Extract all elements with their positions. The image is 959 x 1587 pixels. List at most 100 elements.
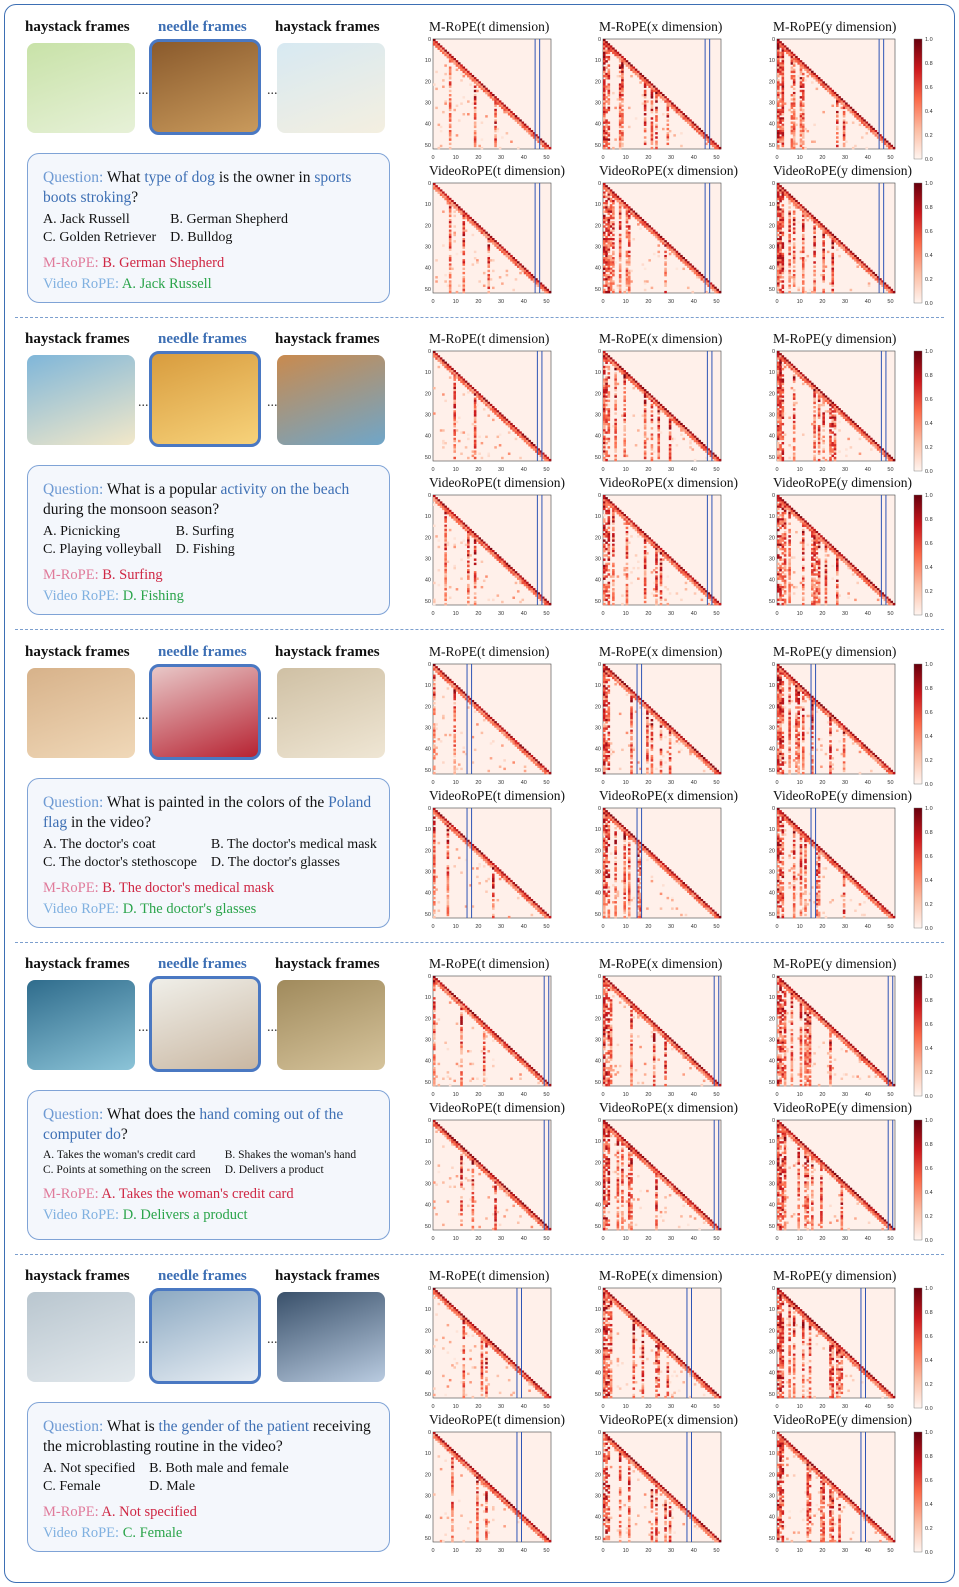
- heatmap-cell: [632, 70, 636, 74]
- heatmap-cell: [530, 276, 534, 279]
- heatmap-cell: [716, 456, 720, 460]
- heatmap-cell: [516, 146, 520, 150]
- heatmap-cell: [790, 509, 794, 513]
- heatmap-cell: [444, 554, 447, 557]
- heatmap-cell: [607, 543, 611, 547]
- heatmap-cell: [643, 452, 647, 455]
- heatmap-cell: [842, 414, 846, 417]
- heatmap-cell: [616, 286, 620, 290]
- heatmap-cell: [605, 263, 608, 266]
- heatmap-cell: [621, 113, 624, 116]
- heatmap-cell: [872, 583, 875, 587]
- heatmap-cell: [788, 227, 791, 230]
- mrope-answer: B. The doctor's medical mask: [102, 880, 275, 896]
- heatmap-cell: [718, 146, 722, 150]
- heatmap-cell: [492, 96, 495, 99]
- heatmap-cell: [612, 191, 615, 194]
- heatmap-cell: [494, 127, 497, 131]
- heatmap-cell: [833, 418, 837, 422]
- heatmap-cell: [829, 456, 832, 460]
- heatmap-cell: [779, 537, 782, 540]
- heatmap-cell: [612, 588, 615, 591]
- x-tick-label: 50: [713, 155, 719, 161]
- heatmap-cell: [684, 581, 688, 585]
- heatmap-cell: [799, 96, 803, 99]
- heatmap-cell: [650, 129, 654, 133]
- heatmap-cell: [605, 290, 608, 294]
- heatmap-cell: [892, 146, 896, 150]
- heatmap-cell: [632, 212, 636, 216]
- heatmap-cell: [801, 248, 805, 251]
- heatmap-cell: [612, 280, 615, 283]
- y-tick-label: 40: [425, 434, 431, 440]
- heatmap-cell: [659, 566, 663, 570]
- heatmap-cell: [462, 267, 466, 271]
- heatmap-cell: [783, 541, 787, 544]
- heatmap-cell: [462, 271, 466, 275]
- heatmap-cell: [473, 439, 477, 443]
- heatmap-cell: [845, 560, 848, 563]
- heatmap-cell: [643, 441, 647, 445]
- heatmap-cell: [801, 214, 805, 218]
- heatmap-cell: [702, 276, 706, 279]
- heatmap-cell: [851, 257, 855, 260]
- heatmap-cell: [671, 558, 674, 561]
- heatmap-cell: [503, 108, 506, 112]
- heatmap-cell: [448, 208, 452, 211]
- heatmap-cell: [781, 64, 785, 67]
- heatmap-cell: [822, 425, 825, 428]
- heatmap-cell: [655, 552, 658, 555]
- heatmap-cell: [494, 140, 497, 143]
- heatmap-cell: [614, 393, 617, 396]
- heatmap-cell: [858, 452, 862, 455]
- heatmap-cell: [781, 79, 785, 82]
- heatmap-cell: [625, 269, 629, 273]
- heatmap-cell: [605, 569, 608, 572]
- heatmap-cell: [655, 140, 658, 143]
- heatmap-cell: [815, 602, 819, 606]
- heatmap-cell: [473, 446, 477, 449]
- heatmap-cell: [691, 269, 695, 273]
- heatmap-cell: [473, 575, 477, 578]
- heatmap-cell: [799, 121, 803, 124]
- heatmap-cell: [870, 585, 873, 589]
- heatmap-cell: [480, 229, 484, 232]
- heatmap-cell: [831, 444, 835, 447]
- heatmap-cell: [444, 571, 447, 574]
- heatmap-cell: [627, 259, 631, 262]
- heatmap-cell: [627, 66, 631, 69]
- heatmap-cell: [870, 273, 873, 277]
- heatmap-cell: [603, 216, 606, 220]
- heatmap-cell: [833, 403, 837, 407]
- heatmap-cell: [849, 446, 853, 449]
- heatmap-cell: [603, 386, 606, 390]
- heatmap-cell: [437, 189, 441, 192]
- heatmap-cell: [664, 554, 667, 557]
- heatmap-cell: [779, 503, 782, 506]
- x-tick-label: 30: [842, 611, 848, 617]
- heatmap-cell: [781, 406, 785, 409]
- heatmap-cell: [795, 199, 798, 203]
- heatmap-cell: [612, 520, 615, 523]
- colorbar-tick-label: 0.8: [925, 61, 933, 67]
- x-tick-label: 50: [887, 467, 893, 473]
- y-tick-label: 20: [769, 391, 775, 397]
- heatmap-cell: [797, 202, 800, 205]
- heatmap-cell: [792, 102, 796, 105]
- heatmap-cell: [813, 418, 816, 422]
- heatmap-cell: [797, 58, 800, 61]
- heatmap-cell: [781, 136, 785, 139]
- heatmap-cell: [603, 425, 606, 428]
- heatmap-cell: [657, 550, 661, 553]
- heatmap-cell: [824, 571, 828, 574]
- heatmap-cell: [664, 282, 667, 285]
- heatmap-cell: [621, 104, 624, 107]
- heatmap-cell: [786, 49, 789, 52]
- heatmap-cell: [795, 206, 798, 209]
- heatmap-cell: [779, 454, 782, 458]
- heatmap-cell: [453, 545, 456, 549]
- heatmap-cell: [433, 674, 436, 677]
- heatmap-cell: [836, 600, 839, 604]
- heatmap-cell: [627, 374, 631, 377]
- heatmap-cell: [801, 72, 805, 76]
